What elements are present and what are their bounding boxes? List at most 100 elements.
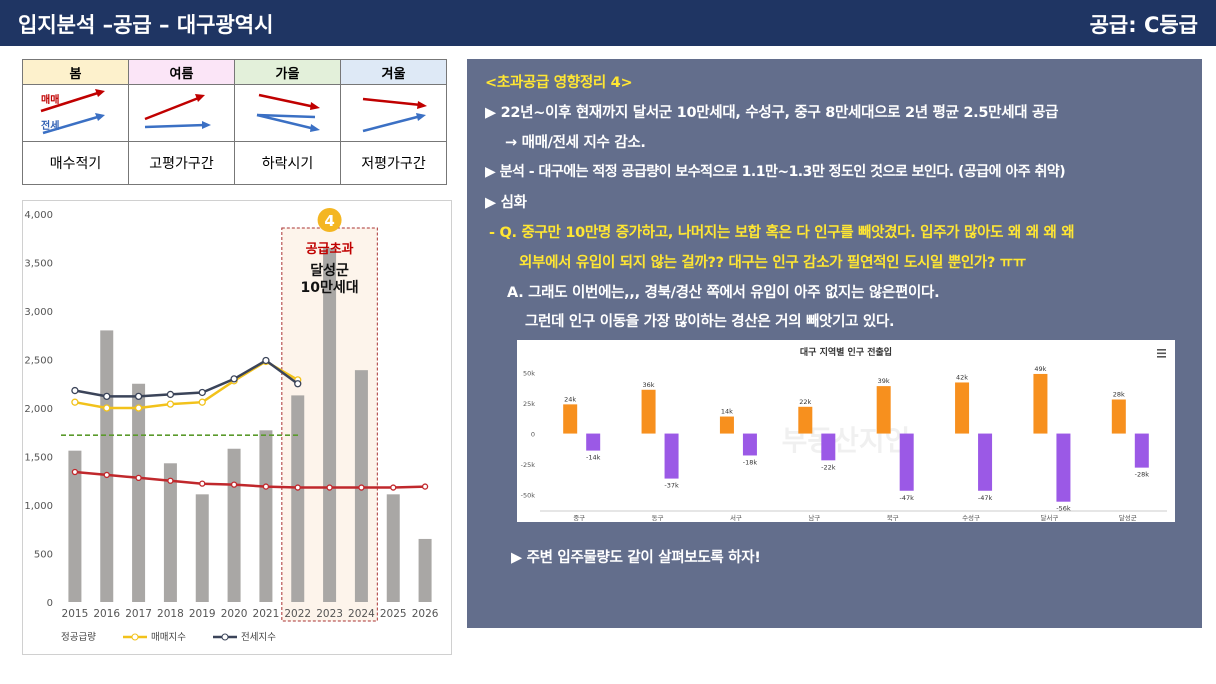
y-tick-label: -50k xyxy=(521,491,536,499)
point xyxy=(71,468,79,476)
point xyxy=(294,484,301,491)
season-icon xyxy=(340,84,447,142)
season-phase: 하락시기 xyxy=(234,141,341,185)
x-tick-label: 2023 xyxy=(316,608,343,620)
season-header: 여름 xyxy=(128,59,235,85)
point xyxy=(262,356,270,365)
season-phase: 고평가구간 xyxy=(128,141,235,185)
arrow-head xyxy=(310,124,320,132)
value-label: 24k xyxy=(564,395,576,403)
value-label: 22k xyxy=(799,398,811,406)
value-label: 42k xyxy=(956,373,968,381)
value-label: -28k xyxy=(1135,471,1150,479)
x-tick-label: 2025 xyxy=(380,608,407,620)
x-tick-label: 동구 xyxy=(652,514,664,522)
bar xyxy=(798,406,813,434)
x-tick-label: 북구 xyxy=(887,514,899,522)
bar xyxy=(132,383,146,602)
badge xyxy=(317,208,342,232)
value-label: -37k xyxy=(664,482,679,490)
point xyxy=(135,474,142,481)
value-label: -22k xyxy=(821,463,836,471)
panel-line: → 매매/전세 지수 감소. xyxy=(505,135,646,151)
trend-icon xyxy=(256,93,320,132)
season-phase: 저평가구간 xyxy=(340,141,447,185)
y-tick-label: 1,000 xyxy=(24,501,53,512)
point xyxy=(166,400,175,408)
arrow-head xyxy=(195,94,205,102)
point xyxy=(326,484,333,491)
menu-icon xyxy=(1157,349,1166,358)
panel-line: ▶ 22년~이후 현재까지 달서군 10만세대, 수성구, 중구 8만세대으로 … xyxy=(485,105,1059,121)
x-tick-label: 서구 xyxy=(730,513,742,522)
legend-label: 매매지수 xyxy=(151,632,186,643)
season-phase: 매수적기 xyxy=(22,141,129,185)
point xyxy=(198,398,206,406)
supply-chart: 0 500 1,000 1,500 2,000 2,500 3,000 3,500 4,000 2… xyxy=(22,200,452,655)
x-tick-label: 2018 xyxy=(157,608,184,620)
point xyxy=(199,480,206,487)
panel-line: - Q. 중구만 10만명 증가하고, 나머지는 보합 혹은 다 인구를 빼앗겼… xyxy=(489,225,1075,241)
bar xyxy=(978,433,993,491)
bar xyxy=(955,382,970,434)
arrow-head xyxy=(95,113,105,121)
point xyxy=(167,477,174,484)
panel-heading: <초과공급 영향정리 4> xyxy=(485,75,633,91)
point xyxy=(134,392,143,401)
panel-line: 외부에서 유입이 되지 않는 걸까?? 대구는 인구 감소가 필연적인 도시일 … xyxy=(519,255,1026,271)
point xyxy=(294,380,302,388)
bar xyxy=(586,433,601,451)
value-label: -47k xyxy=(899,494,914,502)
arrow-head xyxy=(417,101,427,109)
arrow xyxy=(256,113,316,119)
arrow xyxy=(42,114,102,135)
bar xyxy=(386,494,400,602)
trend-icon: 매매 전세 xyxy=(40,89,105,135)
y-tick-label: 3,000 xyxy=(24,307,53,318)
header-grade: 공급: C등급 xyxy=(1089,13,1198,37)
bar xyxy=(664,433,679,479)
panel-closing: ▶ 주변 입주물량도 같이 살펴보도록 하자! xyxy=(511,550,761,566)
arrow-head xyxy=(95,89,105,97)
y-tick-label: 25k xyxy=(523,400,535,408)
x-tick-label: 달서구 xyxy=(1040,513,1058,522)
arrow-head xyxy=(310,102,320,110)
point xyxy=(103,392,111,401)
x-tick-label: 2019 xyxy=(189,608,216,620)
point xyxy=(421,483,429,490)
point xyxy=(71,386,79,395)
value-label: 49k xyxy=(1034,365,1046,373)
y-tick-label: 3,500 xyxy=(24,259,53,270)
season-icon xyxy=(128,84,235,142)
point xyxy=(103,471,110,479)
point xyxy=(198,388,206,397)
point xyxy=(358,484,365,491)
bar xyxy=(876,386,891,434)
y-tick-label: 0 xyxy=(531,431,535,439)
value-label: 36k xyxy=(643,381,655,389)
legend-label: 전세지수 xyxy=(241,632,276,643)
bar xyxy=(227,448,241,602)
arrow-head xyxy=(416,113,426,121)
y-tick-label: 2,000 xyxy=(24,404,53,415)
annotation: 달성군 xyxy=(310,263,349,279)
bar xyxy=(100,330,114,602)
value-label: 39k xyxy=(878,377,890,385)
y-tick-label: 2,500 xyxy=(24,356,53,367)
legend-swatch xyxy=(221,633,229,641)
arrow xyxy=(40,90,102,113)
y-tick-label: 50k xyxy=(523,370,535,378)
point xyxy=(390,484,397,491)
arrow xyxy=(144,123,206,129)
icon-label: 매매 xyxy=(41,93,59,106)
x-tick-label: 달성군 xyxy=(1119,513,1137,522)
header-title: 입지분석 –공급 – 대구광역시 xyxy=(18,13,274,37)
point xyxy=(134,404,143,412)
x-tick-label: 2020 xyxy=(221,608,248,620)
season-header: 봄 xyxy=(22,59,129,85)
season-icon: 매매 전세 xyxy=(22,84,129,142)
arrow-head xyxy=(202,121,211,129)
panel-line: ▶ 분석 - 대구에는 적정 공급량이 보수적으로 1.1만~1.3만 정도인 … xyxy=(485,164,1066,180)
